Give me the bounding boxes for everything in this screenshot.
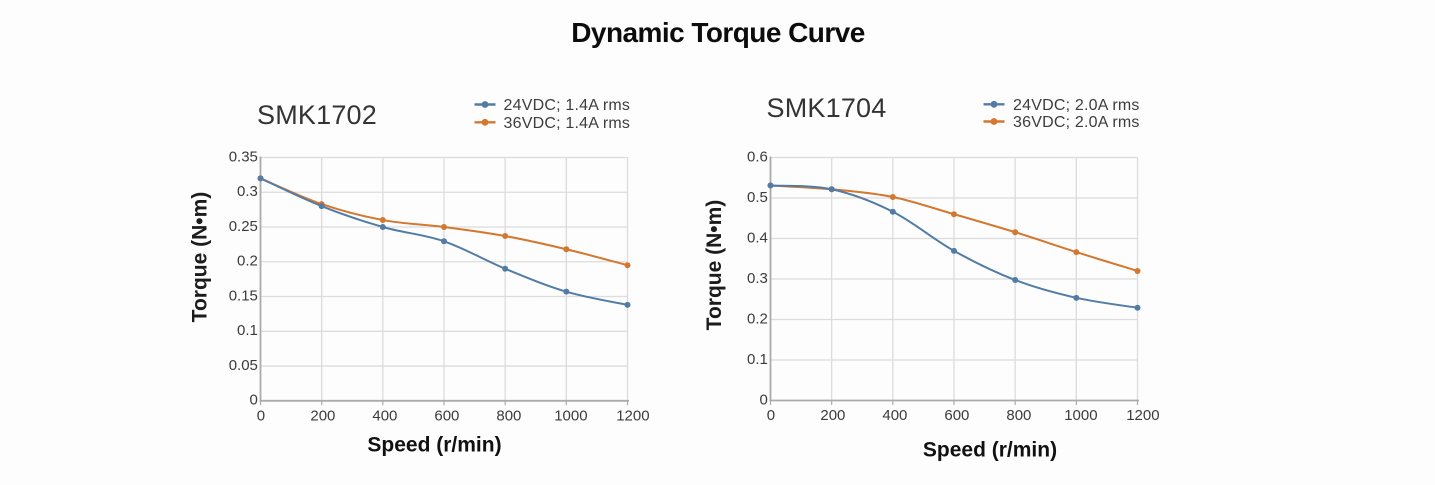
svg-text:0.35: 0.35: [229, 148, 258, 165]
svg-text:0.25: 0.25: [229, 218, 258, 235]
svg-text:0.6: 0.6: [747, 148, 768, 165]
svg-text:0.2: 0.2: [747, 310, 768, 327]
svg-text:36VDC; 1.4A rms: 36VDC; 1.4A rms: [504, 115, 631, 132]
svg-text:Torque (N•m): Torque (N•m): [189, 192, 212, 323]
svg-text:0: 0: [257, 408, 265, 425]
svg-text:0.3: 0.3: [747, 270, 768, 287]
svg-text:400: 400: [372, 408, 397, 425]
svg-text:Speed (r/min): Speed (r/min): [923, 439, 1057, 462]
svg-text:Dynamic Torque Curve: Dynamic Torque Curve: [571, 17, 864, 48]
svg-text:0.1: 0.1: [237, 322, 258, 339]
svg-text:0.1: 0.1: [747, 351, 768, 368]
svg-text:SMK1704: SMK1704: [767, 93, 887, 123]
svg-text:200: 200: [820, 407, 845, 424]
svg-text:800: 800: [1006, 407, 1031, 424]
svg-text:600: 600: [434, 408, 459, 425]
svg-text:0.5: 0.5: [747, 189, 768, 206]
svg-text:400: 400: [882, 407, 907, 424]
svg-text:1000: 1000: [1064, 407, 1097, 424]
svg-text:Torque (N•m): Torque (N•m): [703, 200, 726, 331]
svg-text:36VDC; 2.0A rms: 36VDC; 2.0A rms: [1013, 114, 1140, 131]
svg-text:24VDC; 2.0A rms: 24VDC; 2.0A rms: [1013, 97, 1140, 114]
svg-text:Speed (r/min): Speed (r/min): [367, 434, 501, 457]
svg-text:800: 800: [496, 408, 521, 425]
svg-text:0.3: 0.3: [237, 183, 258, 200]
svg-text:1200: 1200: [616, 408, 649, 425]
svg-text:0.05: 0.05: [229, 357, 258, 374]
svg-text:200: 200: [310, 408, 335, 425]
svg-text:0.15: 0.15: [229, 287, 258, 304]
svg-text:1000: 1000: [554, 408, 587, 425]
svg-text:1200: 1200: [1126, 407, 1159, 424]
svg-text:0: 0: [760, 391, 768, 408]
svg-text:24VDC; 1.4A rms: 24VDC; 1.4A rms: [504, 97, 631, 114]
svg-text:0: 0: [767, 407, 775, 424]
svg-text:0.4: 0.4: [747, 229, 768, 246]
svg-text:0: 0: [250, 392, 258, 409]
svg-text:0.2: 0.2: [237, 253, 258, 270]
svg-text:600: 600: [944, 407, 969, 424]
svg-text:SMK1702: SMK1702: [257, 100, 377, 130]
